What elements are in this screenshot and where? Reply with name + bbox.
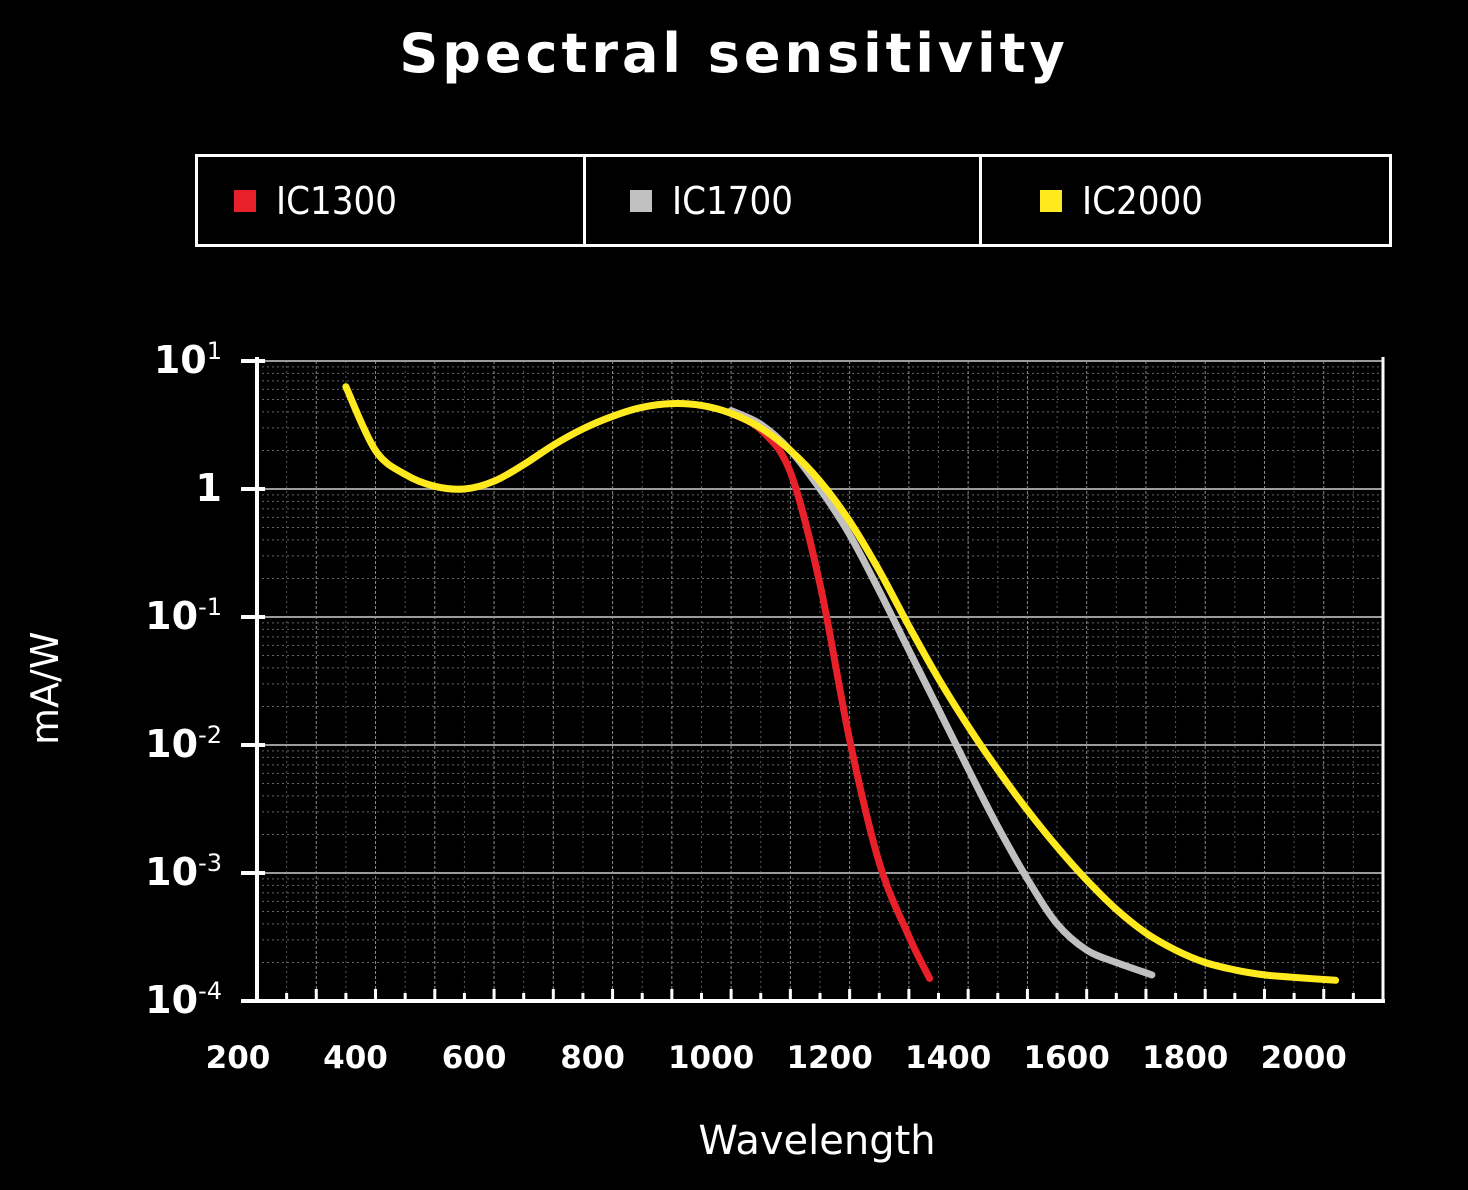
x-tick-label: 1400 xyxy=(905,1040,991,1076)
y-tick-label: 10-1 xyxy=(145,593,222,638)
x-tick-label: 200 xyxy=(206,1040,271,1076)
legend-item-ic2000: IC2000 xyxy=(979,157,1389,244)
legend-swatch-ic2000 xyxy=(1040,189,1062,212)
y-tick-label: 1 xyxy=(196,466,222,510)
legend-item-ic1700: IC1700 xyxy=(583,157,979,244)
legend-label-ic2000: IC2000 xyxy=(1082,178,1203,223)
legend-item-ic1300: IC1300 xyxy=(198,157,583,244)
x-tick-label: 1800 xyxy=(1142,1040,1228,1076)
chart-title: Spectral sensitivity xyxy=(399,22,1069,85)
x-tick-label: 1200 xyxy=(786,1040,872,1076)
x-tick-label: 400 xyxy=(323,1040,388,1076)
x-tick-label: 2000 xyxy=(1261,1040,1347,1076)
x-tick-label: 1000 xyxy=(668,1040,754,1076)
y-tick-label: 10-3 xyxy=(145,849,222,894)
x-axis-label: Wavelength xyxy=(698,1118,936,1164)
y-tick-label: 10-2 xyxy=(145,721,222,766)
x-tick-label: 1600 xyxy=(1024,1040,1110,1076)
series-line-ic1300 xyxy=(727,409,934,982)
x-tick-label: 800 xyxy=(560,1040,625,1076)
legend-swatch-ic1700 xyxy=(630,189,652,212)
y-axis-label: mA/W xyxy=(23,631,67,745)
legend-label-ic1700: IC1700 xyxy=(672,178,793,223)
chart-legend: IC1300 IC1700 IC2000 xyxy=(195,154,1392,247)
series-line-ic2000 xyxy=(342,383,1340,984)
y-tick-label: 101 xyxy=(154,337,222,382)
x-tick-label: 600 xyxy=(442,1040,507,1076)
y-tick-label: 10-4 xyxy=(145,977,222,1022)
legend-label-ic1300: IC1300 xyxy=(276,178,397,223)
legend-swatch-ic1300 xyxy=(234,189,256,212)
